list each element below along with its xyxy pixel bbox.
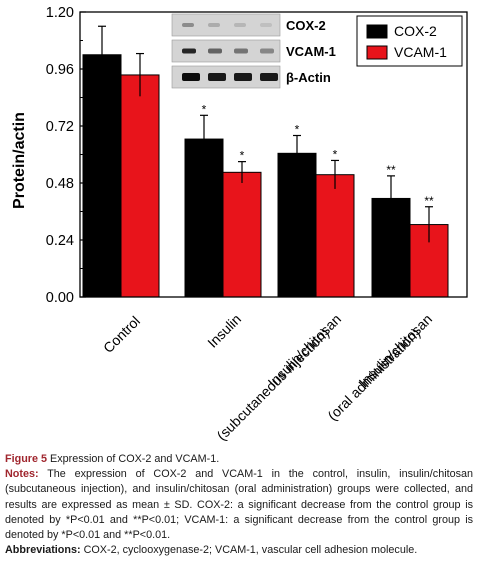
notes-label: Notes: bbox=[5, 468, 39, 481]
bar-vcam-1 bbox=[120, 74, 160, 298]
x-category-label: (subcutaneous injection) bbox=[213, 325, 332, 444]
blot-band bbox=[182, 48, 196, 54]
y-tick-label: 0.96 bbox=[46, 62, 74, 78]
blot-band bbox=[182, 73, 200, 81]
blot-band bbox=[208, 48, 222, 54]
blot-label: VCAM-1 bbox=[286, 44, 336, 59]
notes-text: The expression of COX-2 and VCAM-1 in th… bbox=[5, 468, 474, 542]
significance-marker: * bbox=[333, 147, 338, 161]
blot-band bbox=[260, 23, 272, 27]
blot-label: COX-2 bbox=[286, 18, 326, 33]
caption-abbreviations: Abbreviations: COX-2, cyclooxygenase-2; … bbox=[5, 543, 473, 558]
bar-cox-2 bbox=[184, 138, 224, 298]
legend-swatch bbox=[366, 45, 388, 60]
blot-band bbox=[234, 23, 246, 27]
abbreviations-text: COX-2, cyclooxygenase-2; VCAM-1, vascula… bbox=[83, 544, 418, 557]
blot-band bbox=[234, 73, 252, 81]
bar-vcam-1 bbox=[315, 174, 355, 298]
blot-band bbox=[208, 73, 226, 81]
legend-label: COX-2 bbox=[394, 23, 437, 39]
y-tick-label: 0.48 bbox=[46, 176, 74, 192]
blot-strip bbox=[171, 39, 281, 63]
y-tick-label: 0.72 bbox=[46, 119, 74, 135]
y-tick-label: 1.20 bbox=[46, 5, 74, 21]
significance-marker: * bbox=[202, 102, 207, 116]
bar-vcam-1 bbox=[222, 171, 262, 298]
blot-band bbox=[234, 48, 248, 54]
x-category-label: Insulin bbox=[204, 311, 244, 351]
x-category-label: (oral administration) bbox=[324, 325, 423, 424]
bar-cox-2 bbox=[82, 54, 122, 298]
legend-label: VCAM-1 bbox=[394, 44, 447, 60]
bar-cox-2 bbox=[277, 152, 317, 298]
significance-marker: * bbox=[240, 149, 245, 163]
significance-marker: ** bbox=[386, 163, 396, 177]
blot-band bbox=[260, 48, 274, 54]
y-tick-label: 0.00 bbox=[46, 290, 74, 306]
figure-caption: Figure 5 Expression of COX-2 and VCAM-1.… bbox=[5, 452, 473, 558]
figure-title: Expression of COX-2 and VCAM-1. bbox=[50, 453, 220, 465]
caption-title-line: Figure 5 Expression of COX-2 and VCAM-1. bbox=[5, 452, 473, 467]
y-tick-label: 0.24 bbox=[46, 233, 74, 249]
blot-band bbox=[260, 73, 278, 81]
blot-strip bbox=[171, 13, 281, 37]
y-axis-label: Protein/actin bbox=[11, 112, 28, 209]
x-category-label: Control bbox=[100, 313, 143, 356]
legend-swatch bbox=[366, 24, 388, 39]
significance-marker: ** bbox=[424, 194, 434, 208]
figure-label: Figure 5 bbox=[5, 453, 47, 465]
caption-notes: Notes: The expression of COX-2 and VCAM-… bbox=[5, 467, 473, 543]
abbreviations-label: Abbreviations: bbox=[5, 544, 81, 557]
blot-band bbox=[208, 23, 220, 27]
blot-label: β-Actin bbox=[286, 70, 331, 85]
blot-band bbox=[182, 23, 194, 27]
significance-marker: * bbox=[295, 123, 300, 137]
